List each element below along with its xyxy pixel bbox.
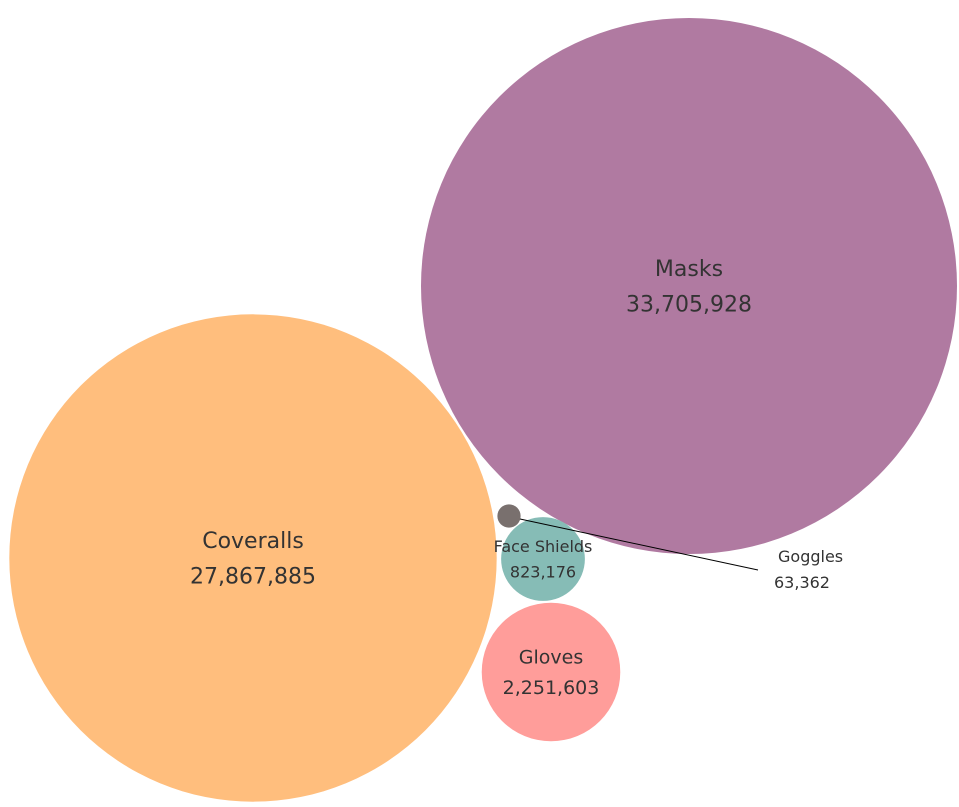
labels-group: Masks 33,705,928 Coveralls 27,867,885 Gloves… bbox=[190, 257, 843, 699]
bubble-gloves[interactable] bbox=[481, 602, 621, 742]
bubble-label-goggles: Goggles bbox=[778, 547, 843, 566]
leader-line-goggles bbox=[519, 518, 759, 571]
bubble-value-gloves: 2,251,603 bbox=[503, 677, 600, 699]
bubble-value-goggles: 63,362 bbox=[774, 573, 830, 592]
bubble-value-masks: 33,705,928 bbox=[626, 292, 752, 317]
bubble-coveralls[interactable] bbox=[9, 314, 497, 802]
bubble-masks[interactable] bbox=[421, 18, 957, 554]
bubble-value-coveralls: 27,867,885 bbox=[190, 564, 316, 589]
bubble-goggles[interactable] bbox=[497, 504, 521, 528]
bubble-label-gloves: Gloves bbox=[519, 646, 583, 668]
bubbles-group bbox=[9, 18, 957, 802]
bubble-label-face-shields: Face Shields bbox=[494, 537, 593, 556]
bubble-label-masks: Masks bbox=[655, 257, 723, 282]
bubble-face-shields[interactable] bbox=[501, 517, 585, 601]
bubble-value-face-shields: 823,176 bbox=[510, 562, 576, 581]
bubble-label-coveralls: Coveralls bbox=[202, 529, 304, 554]
